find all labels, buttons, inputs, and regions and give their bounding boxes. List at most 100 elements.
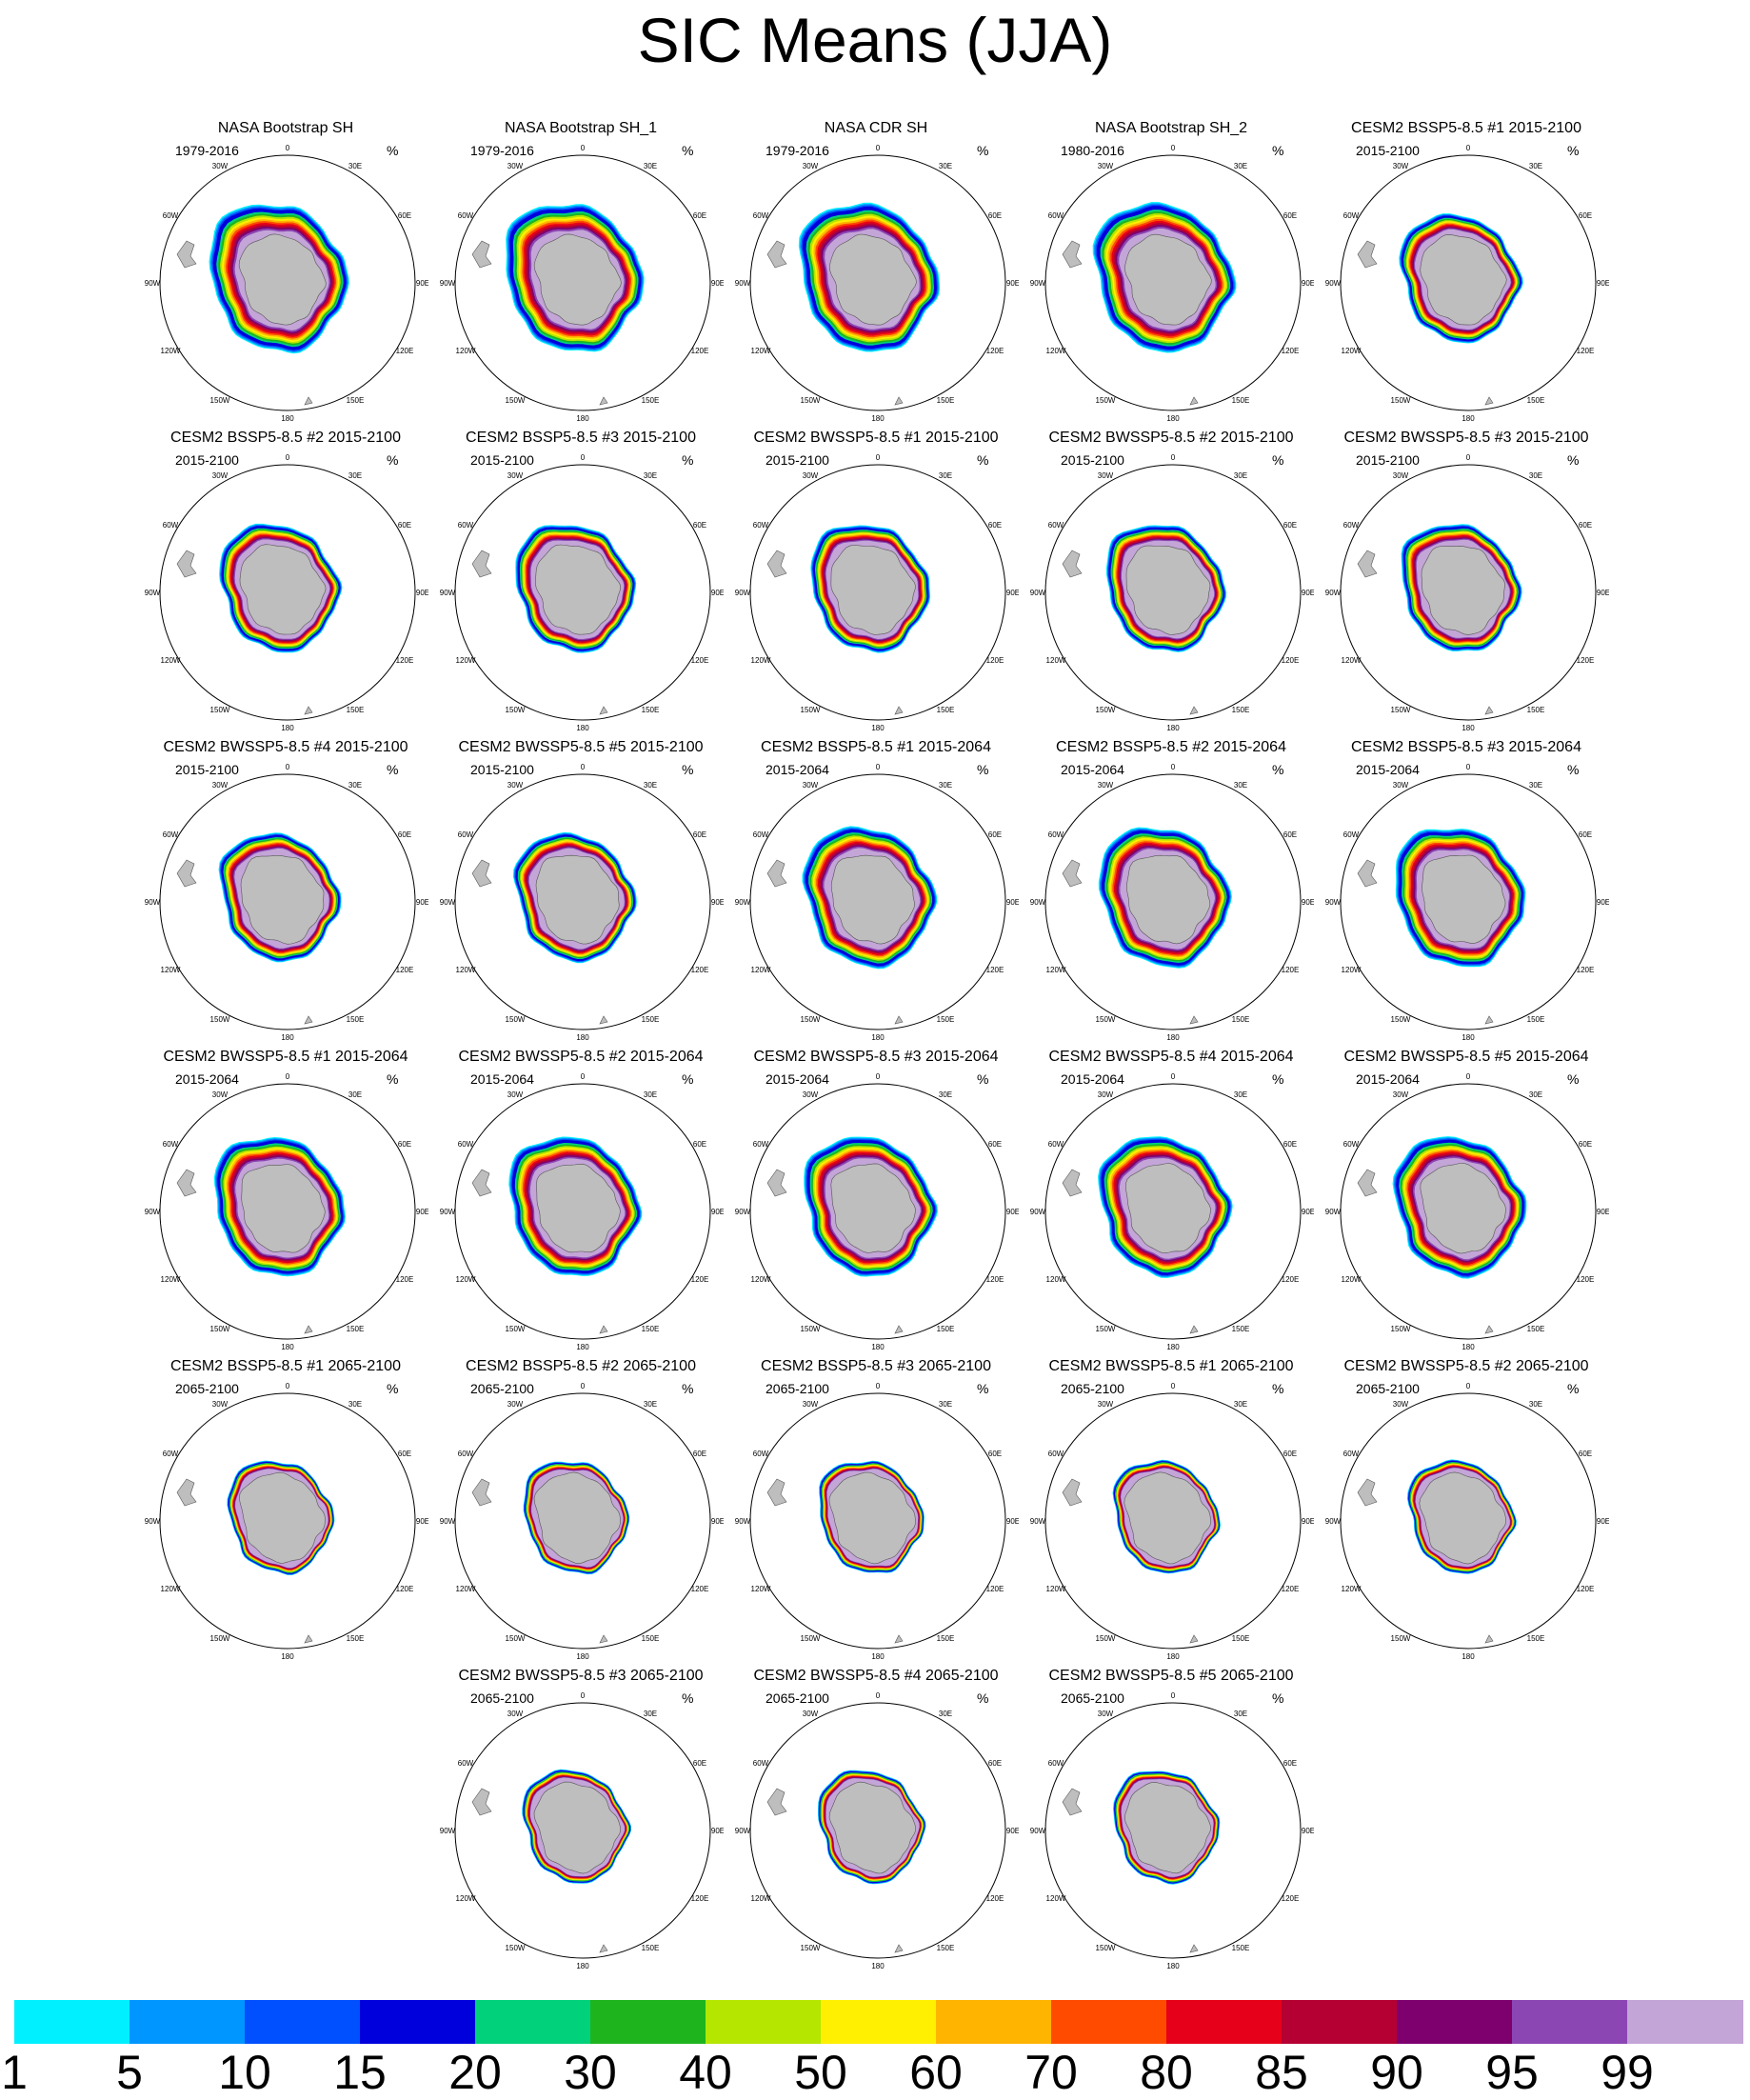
panel-unit: %: [1567, 452, 1580, 468]
map-panel: CESM2 BSSP5-8.5 #1 2015-2064 2015-2064% 0 3…: [733, 738, 1019, 1042]
longitude-label: 30W: [1098, 1090, 1114, 1099]
south-america-land: [766, 859, 787, 888]
panel-unit: %: [1272, 1381, 1284, 1396]
longitude-label: 180: [1166, 414, 1180, 423]
longitude-label: 90E: [1006, 898, 1019, 907]
antarctica-land: [1124, 233, 1212, 326]
longitude-label: 150W: [801, 1634, 821, 1643]
antarctica-land: [239, 544, 327, 635]
panel-unit: %: [1272, 762, 1284, 777]
longitude-label: 90W: [440, 279, 456, 288]
longitude-label: 120W: [751, 1894, 771, 1903]
colorbar-tick-label: 30: [564, 2046, 617, 2099]
colorbar-tick-label: 15: [333, 2046, 387, 2099]
longitude-label: 90W: [145, 279, 161, 288]
panel-unit: %: [977, 1071, 989, 1087]
polar-map: 0 30E 60E 90E 120E 150E 180 150W 120W 90W 60W 30W: [1030, 144, 1314, 423]
panel-title: CESM2 BSSP5-8.5 #1 2015-2100: [1351, 120, 1581, 136]
longitude-label: 90W: [440, 589, 456, 597]
new-zealand-land: [599, 1634, 608, 1644]
longitude-label: 0: [876, 1382, 881, 1390]
colorbar-tick-label: 90: [1370, 2046, 1423, 2099]
longitude-label: 90W: [735, 898, 751, 907]
longitude-label: 150E: [1232, 1325, 1250, 1333]
longitude-label: 30E: [348, 1400, 362, 1409]
antarctica-land: [829, 233, 917, 326]
longitude-label: 150E: [347, 706, 365, 714]
longitude-label: 150W: [506, 1634, 526, 1643]
longitude-label: 180: [871, 1962, 885, 1970]
longitude-label: 150E: [347, 396, 365, 405]
longitude-label: 30E: [1529, 781, 1542, 790]
longitude-label: 180: [281, 414, 294, 423]
panel-period: 2015-2100: [766, 452, 829, 468]
polar-map: 0 30E 60E 90E 120E 150E 180 150W 120W 90W 60W 30W: [735, 763, 1019, 1042]
antarctica-land: [1421, 545, 1505, 635]
longitude-label: 30E: [348, 781, 362, 790]
longitude-label: 90W: [440, 1827, 456, 1835]
longitude-label: 0: [876, 1072, 881, 1081]
map-panel: CESM2 BSSP5-8.5 #2 2015-2100 2015-2100% 0 3…: [143, 429, 428, 732]
longitude-label: 30W: [1393, 781, 1409, 790]
colorbar-tick-label: 70: [1024, 2046, 1078, 2099]
longitude-label: 30E: [939, 781, 952, 790]
panel-title: CESM2 BWSSP5-8.5 #1 2065-2100: [1048, 1358, 1294, 1374]
longitude-label: 90W: [1030, 1827, 1046, 1835]
new-zealand-land: [1189, 1015, 1199, 1025]
panel-title: CESM2 BSSP5-8.5 #2 2065-2100: [466, 1358, 696, 1374]
longitude-label: 60E: [1283, 211, 1297, 220]
longitude-label: 120W: [161, 1585, 181, 1593]
longitude-label: 150W: [506, 1325, 526, 1333]
longitude-label: 150W: [1391, 1634, 1411, 1643]
longitude-label: 30E: [1234, 1400, 1247, 1409]
antarctica-land: [533, 1471, 621, 1565]
colorbar-box: [821, 2000, 937, 2044]
panel-unit: %: [682, 452, 694, 468]
panel-unit: %: [387, 1381, 399, 1396]
longitude-label: 30E: [939, 471, 952, 480]
new-zealand-land: [1189, 1944, 1199, 1953]
longitude-label: 30W: [507, 781, 524, 790]
south-america-land: [176, 550, 197, 578]
polar-map: 0 30E 60E 90E 120E 150E 180 150W 120W 90W 60W 30W: [1325, 144, 1609, 423]
colorbar-tick-label: 60: [909, 2046, 963, 2099]
longitude-label: 0: [1466, 453, 1471, 462]
longitude-label: 90W: [735, 1208, 751, 1216]
longitude-label: 30E: [939, 1710, 952, 1718]
antarctica-land: [240, 855, 325, 945]
longitude-label: 150W: [506, 706, 526, 714]
new-zealand-land: [894, 1944, 904, 1953]
longitude-label: 180: [281, 724, 294, 732]
longitude-label: 90E: [711, 1517, 724, 1526]
south-america-land: [1062, 1478, 1083, 1507]
map-panel: NASA Bootstrap SH 1979-2016% 0 30E 60E 90E 120…: [143, 119, 428, 423]
longitude-label: 60W: [1343, 521, 1360, 530]
longitude-label: 120E: [1577, 656, 1595, 665]
panel-period: 2015-2064: [766, 1071, 829, 1087]
antarctica-land: [1124, 1782, 1211, 1874]
longitude-label: 120W: [456, 1585, 476, 1593]
longitude-label: 150E: [1527, 1325, 1545, 1333]
longitude-label: 90E: [416, 589, 428, 597]
longitude-label: 120E: [1282, 1585, 1300, 1593]
longitude-label: 60E: [1579, 1140, 1592, 1149]
colorbar-box: [245, 2000, 361, 2044]
panel-title: CESM2 BSSP5-8.5 #3 2015-2064: [1351, 739, 1581, 755]
panel-title: CESM2 BWSSP5-8.5 #5 2015-2100: [458, 739, 704, 755]
longitude-label: 30W: [1098, 471, 1114, 480]
longitude-label: 90E: [1006, 589, 1019, 597]
longitude-label: 150W: [801, 396, 821, 405]
longitude-label: 30W: [212, 471, 229, 480]
panel-unit: %: [682, 143, 694, 158]
longitude-label: 90W: [1030, 1517, 1046, 1526]
longitude-label: 0: [286, 453, 290, 462]
longitude-label: 180: [1462, 1652, 1475, 1661]
colorbar-box: [360, 2000, 476, 2044]
longitude-label: 90W: [1030, 898, 1046, 907]
longitude-label: 60W: [458, 830, 474, 839]
map-panel: CESM2 BWSSP5-8.5 #3 2065-2100 2065-2100% 0…: [438, 1667, 724, 1970]
polar-map: 0 30E 60E 90E 120E 150E 180 150W 120W 90W 60W 30W: [440, 453, 724, 732]
longitude-label: 60W: [753, 1140, 769, 1149]
new-zealand-land: [1484, 706, 1494, 715]
polar-map: 0 30E 60E 90E 120E 150E 180 150W 120W 90W 60W 30W: [1325, 763, 1609, 1042]
